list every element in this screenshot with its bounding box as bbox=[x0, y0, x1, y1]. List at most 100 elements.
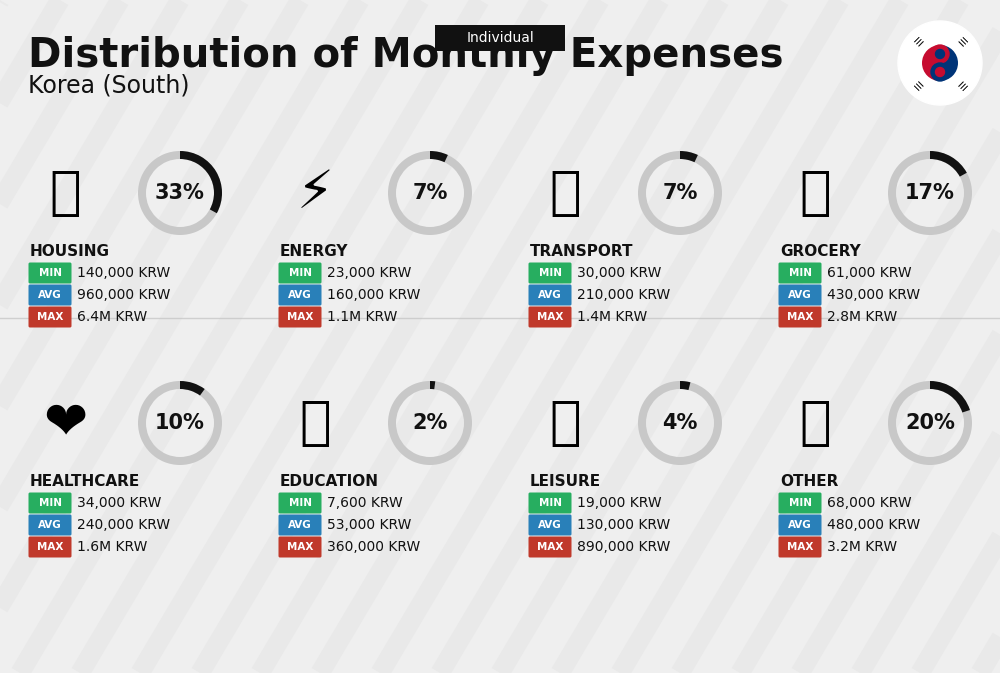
FancyBboxPatch shape bbox=[28, 514, 72, 536]
Text: AVG: AVG bbox=[38, 520, 62, 530]
Text: 💰: 💰 bbox=[799, 397, 831, 449]
FancyBboxPatch shape bbox=[528, 536, 572, 557]
Text: ☰: ☰ bbox=[912, 35, 925, 48]
Text: 890,000 KRW: 890,000 KRW bbox=[577, 540, 670, 554]
FancyBboxPatch shape bbox=[278, 285, 322, 306]
Circle shape bbox=[936, 67, 944, 77]
Text: AVG: AVG bbox=[538, 290, 562, 300]
Circle shape bbox=[898, 21, 982, 105]
Text: 🛒: 🛒 bbox=[799, 167, 831, 219]
FancyBboxPatch shape bbox=[278, 514, 322, 536]
FancyBboxPatch shape bbox=[278, 306, 322, 328]
Wedge shape bbox=[922, 45, 940, 81]
Text: 30,000 KRW: 30,000 KRW bbox=[577, 266, 661, 280]
Wedge shape bbox=[638, 381, 722, 465]
FancyBboxPatch shape bbox=[528, 285, 572, 306]
Wedge shape bbox=[180, 381, 205, 396]
Text: 130,000 KRW: 130,000 KRW bbox=[577, 518, 670, 532]
Text: Distribution of Monthly Expenses: Distribution of Monthly Expenses bbox=[28, 36, 784, 76]
FancyBboxPatch shape bbox=[28, 536, 72, 557]
Circle shape bbox=[931, 45, 949, 63]
Text: AVG: AVG bbox=[538, 520, 562, 530]
Wedge shape bbox=[680, 381, 690, 390]
FancyBboxPatch shape bbox=[278, 262, 322, 283]
FancyBboxPatch shape bbox=[528, 306, 572, 328]
Text: 1.1M KRW: 1.1M KRW bbox=[327, 310, 397, 324]
Text: 🛍: 🛍 bbox=[549, 397, 581, 449]
Text: 960,000 KRW: 960,000 KRW bbox=[77, 288, 170, 302]
Text: 1.6M KRW: 1.6M KRW bbox=[77, 540, 147, 554]
Text: MIN: MIN bbox=[288, 498, 312, 508]
Wedge shape bbox=[680, 151, 698, 162]
Text: MIN: MIN bbox=[38, 268, 62, 278]
Text: 240,000 KRW: 240,000 KRW bbox=[77, 518, 170, 532]
Text: AVG: AVG bbox=[788, 520, 812, 530]
FancyBboxPatch shape bbox=[778, 306, 822, 328]
Text: 6.4M KRW: 6.4M KRW bbox=[77, 310, 147, 324]
Text: MAX: MAX bbox=[537, 312, 563, 322]
Text: 7%: 7% bbox=[412, 183, 448, 203]
Text: 360,000 KRW: 360,000 KRW bbox=[327, 540, 420, 554]
Text: MIN: MIN bbox=[288, 268, 312, 278]
Text: 2.8M KRW: 2.8M KRW bbox=[827, 310, 897, 324]
Wedge shape bbox=[638, 151, 722, 235]
Text: 34,000 KRW: 34,000 KRW bbox=[77, 496, 161, 510]
FancyBboxPatch shape bbox=[528, 514, 572, 536]
Text: MIN: MIN bbox=[538, 498, 562, 508]
Text: ☰: ☰ bbox=[955, 35, 968, 48]
Text: MAX: MAX bbox=[287, 312, 313, 322]
Wedge shape bbox=[940, 45, 958, 81]
Text: 7,600 KRW: 7,600 KRW bbox=[327, 496, 403, 510]
Text: 2%: 2% bbox=[412, 413, 448, 433]
Text: ☰: ☰ bbox=[955, 77, 968, 91]
FancyBboxPatch shape bbox=[778, 262, 822, 283]
Text: MIN: MIN bbox=[788, 268, 812, 278]
Text: ⚡: ⚡ bbox=[296, 167, 334, 219]
Text: MAX: MAX bbox=[787, 542, 813, 552]
Text: 160,000 KRW: 160,000 KRW bbox=[327, 288, 420, 302]
Text: GROCERY: GROCERY bbox=[780, 244, 861, 258]
Text: OTHER: OTHER bbox=[780, 474, 838, 489]
Text: AVG: AVG bbox=[38, 290, 62, 300]
Wedge shape bbox=[430, 381, 435, 389]
FancyBboxPatch shape bbox=[278, 536, 322, 557]
Text: 430,000 KRW: 430,000 KRW bbox=[827, 288, 920, 302]
FancyBboxPatch shape bbox=[778, 514, 822, 536]
Text: 19,000 KRW: 19,000 KRW bbox=[577, 496, 662, 510]
Text: HEALTHCARE: HEALTHCARE bbox=[30, 474, 140, 489]
Wedge shape bbox=[888, 381, 972, 465]
FancyBboxPatch shape bbox=[28, 262, 72, 283]
Text: Korea (South): Korea (South) bbox=[28, 74, 190, 98]
Text: 1.4M KRW: 1.4M KRW bbox=[577, 310, 647, 324]
Wedge shape bbox=[930, 151, 967, 176]
Text: TRANSPORT: TRANSPORT bbox=[530, 244, 634, 258]
Text: 10%: 10% bbox=[155, 413, 205, 433]
Text: 20%: 20% bbox=[905, 413, 955, 433]
Wedge shape bbox=[430, 151, 448, 162]
Text: 🚌: 🚌 bbox=[549, 167, 581, 219]
Text: ENERGY: ENERGY bbox=[280, 244, 349, 258]
Text: 140,000 KRW: 140,000 KRW bbox=[77, 266, 170, 280]
FancyBboxPatch shape bbox=[778, 493, 822, 513]
FancyBboxPatch shape bbox=[528, 493, 572, 513]
Text: 🎓: 🎓 bbox=[299, 397, 331, 449]
FancyBboxPatch shape bbox=[435, 25, 565, 51]
FancyBboxPatch shape bbox=[528, 262, 572, 283]
Wedge shape bbox=[930, 381, 970, 413]
Wedge shape bbox=[138, 381, 222, 465]
FancyBboxPatch shape bbox=[28, 306, 72, 328]
Text: MAX: MAX bbox=[37, 542, 63, 552]
Text: 7%: 7% bbox=[662, 183, 698, 203]
Text: 33%: 33% bbox=[155, 183, 205, 203]
FancyBboxPatch shape bbox=[28, 493, 72, 513]
FancyBboxPatch shape bbox=[778, 536, 822, 557]
Text: AVG: AVG bbox=[788, 290, 812, 300]
Circle shape bbox=[936, 50, 944, 59]
Text: 68,000 KRW: 68,000 KRW bbox=[827, 496, 912, 510]
Text: LEISURE: LEISURE bbox=[530, 474, 601, 489]
Text: MAX: MAX bbox=[287, 542, 313, 552]
Text: 🏗: 🏗 bbox=[49, 167, 81, 219]
Text: MIN: MIN bbox=[38, 498, 62, 508]
Text: AVG: AVG bbox=[288, 290, 312, 300]
Text: ☰: ☰ bbox=[912, 77, 925, 91]
